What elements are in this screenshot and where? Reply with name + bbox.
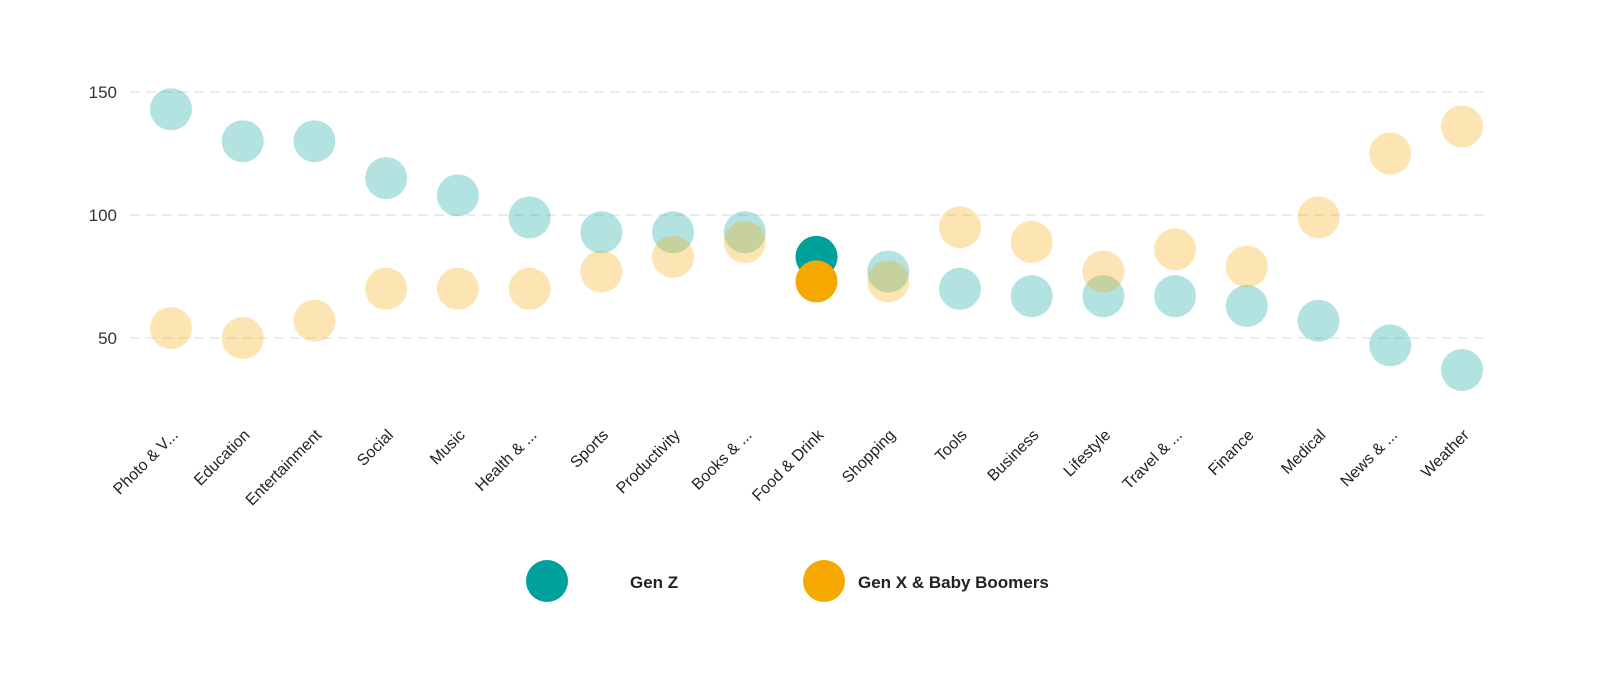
x-tick-label: Photo & V... <box>110 427 181 498</box>
data-point-gen-z[interactable] <box>150 88 192 131</box>
x-tick-label: Lifestyle <box>1061 427 1115 481</box>
data-point-gen-x-boomers[interactable] <box>795 260 838 303</box>
data-point-gen-z[interactable] <box>1369 324 1412 367</box>
data-point-gen-x-boomers[interactable] <box>1369 132 1412 175</box>
x-tick-label: Business <box>985 427 1043 485</box>
x-tick-label: News & ... <box>1338 427 1402 491</box>
x-tick-label: Health & ... <box>472 427 540 495</box>
y-tick-label: 100 <box>89 206 117 225</box>
x-tick-label: Productivity <box>613 427 684 498</box>
data-point-gen-z[interactable] <box>1082 275 1125 318</box>
data-point-gen-x-boomers[interactable] <box>1441 105 1483 148</box>
data-point-gen-z[interactable] <box>1010 275 1053 318</box>
y-tick-label: 150 <box>89 83 117 102</box>
data-point-gen-z[interactable] <box>938 267 981 310</box>
data-point-gen-x-boomers[interactable] <box>1082 250 1125 293</box>
data-point-gen-z[interactable] <box>436 174 479 217</box>
x-tick-label: Travel & ... <box>1120 427 1186 493</box>
data-point-gen-x-boomers[interactable] <box>938 206 981 249</box>
data-point-gen-x-boomers[interactable] <box>1225 245 1268 288</box>
data-point-gen-z[interactable] <box>1154 275 1197 318</box>
legend-label-gen-x-boomers: Gen X & Baby Boomers <box>858 573 1049 592</box>
x-tick-label: Medical <box>1278 427 1329 478</box>
data-point-gen-z[interactable] <box>508 196 551 239</box>
y-axis: 50 100 150 <box>89 83 117 348</box>
data-point-gen-x-boomers[interactable] <box>1010 221 1053 264</box>
x-tick-label: Sports <box>567 427 612 472</box>
data-point-gen-x-boomers[interactable] <box>652 235 695 278</box>
legend-swatch-gen-x-boomers <box>803 560 845 602</box>
data-point-gen-x-boomers[interactable] <box>1154 228 1197 271</box>
data-points <box>150 88 1483 391</box>
data-point-gen-x-boomers[interactable] <box>221 317 264 359</box>
legend-label-gen-z: Gen Z <box>630 573 678 592</box>
legend-swatch-gen-z <box>526 560 568 602</box>
data-point-gen-z[interactable] <box>867 250 910 293</box>
data-point-gen-z[interactable] <box>365 157 408 200</box>
data-point-gen-z[interactable] <box>293 120 336 163</box>
x-tick-label: Entertainment <box>243 426 326 509</box>
x-tick-label: Tools <box>932 427 970 465</box>
data-point-gen-x-boomers[interactable] <box>365 267 408 310</box>
data-point-gen-z[interactable] <box>1297 299 1340 342</box>
data-point-gen-z[interactable] <box>723 211 766 254</box>
x-tick-label: Social <box>354 427 397 470</box>
x-tick-label: Music <box>427 427 469 469</box>
x-tick-label: Books & ... <box>689 427 756 494</box>
data-point-gen-x-boomers[interactable] <box>293 299 336 342</box>
data-point-gen-z[interactable] <box>580 211 623 254</box>
x-tick-label: Finance <box>1205 427 1257 479</box>
data-point-gen-z[interactable] <box>221 120 264 163</box>
data-point-gen-x-boomers[interactable] <box>1297 196 1340 239</box>
x-tick-label: Food & Drink <box>749 426 828 505</box>
data-point-gen-x-boomers[interactable] <box>150 307 192 350</box>
data-point-gen-x-boomers[interactable] <box>867 260 910 303</box>
x-tick-label: Shopping <box>839 427 899 487</box>
y-tick-label: 50 <box>98 329 117 348</box>
x-tick-label: Education <box>191 427 253 489</box>
data-point-gen-z[interactable] <box>1441 348 1483 391</box>
legend: Gen Z Gen X & Baby Boomers <box>526 560 1049 602</box>
data-point-gen-x-boomers[interactable] <box>508 267 551 310</box>
data-point-gen-x-boomers[interactable] <box>436 267 479 310</box>
legend-item-gen-z[interactable]: Gen Z <box>526 560 678 602</box>
x-tick-label: Weather <box>1418 426 1473 481</box>
gridlines <box>130 91 1490 339</box>
data-point-gen-z[interactable] <box>652 211 695 254</box>
data-point-gen-x-boomers[interactable] <box>580 250 623 293</box>
data-point-gen-x-boomers[interactable] <box>723 221 766 264</box>
data-point-gen-z[interactable] <box>1225 285 1268 328</box>
legend-item-gen-x-boomers[interactable]: Gen X & Baby Boomers <box>803 560 1049 602</box>
